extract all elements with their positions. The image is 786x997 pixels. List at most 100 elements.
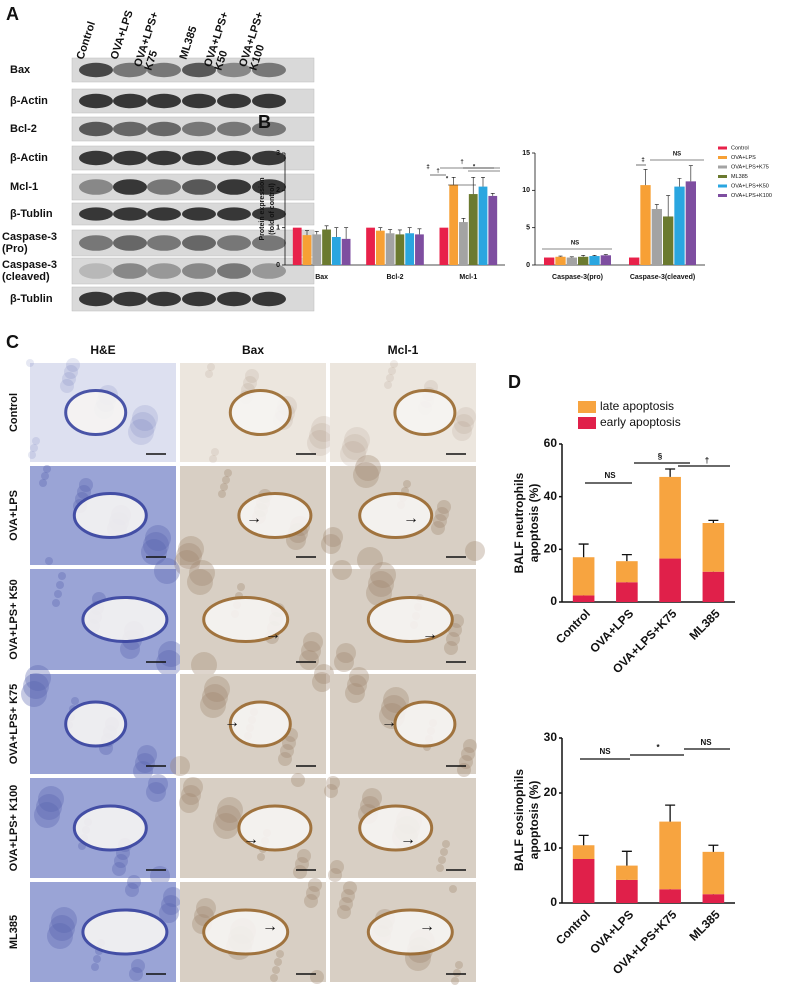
tissue-texture: [456, 407, 476, 427]
airway-lumen: [228, 700, 292, 748]
bar: [449, 184, 459, 265]
blot-row-label: β-Actin: [10, 152, 48, 164]
bar-segment: [659, 821, 681, 890]
tissue-texture: [323, 527, 343, 547]
x-tick-label: ML385: [686, 606, 723, 643]
significance-label: ‡: [426, 165, 429, 171]
airway-lumen: [237, 804, 313, 852]
tissue-texture: [93, 955, 101, 963]
tissue-texture: [156, 650, 182, 676]
error-bar: [417, 228, 422, 235]
error-bar: [471, 176, 476, 195]
arrow: →: [403, 510, 419, 527]
tissue-texture: [303, 632, 323, 652]
y-tick-label: 2: [276, 187, 280, 194]
tissue-texture: [26, 359, 34, 367]
blot-band: [113, 121, 147, 137]
tissue-texture: [222, 476, 230, 484]
tissue-texture: [128, 419, 154, 445]
airway-lumen: [358, 804, 434, 852]
airway-lumen: [237, 492, 313, 539]
y-tick-label: 1: [276, 225, 280, 232]
tissue-texture: [390, 360, 398, 368]
tissue-texture: [341, 889, 355, 903]
tissue-texture: [49, 915, 75, 941]
tissue-texture: [299, 650, 319, 670]
tissue-texture: [321, 534, 341, 554]
blot-band: [113, 235, 147, 251]
column-heading: Bax: [242, 343, 264, 357]
blot-band: [217, 235, 251, 251]
bar: [459, 222, 468, 265]
bar-segment: [572, 557, 595, 596]
bar-segment: [659, 558, 681, 602]
blot-band: [182, 93, 216, 109]
tissue-texture: [326, 776, 340, 790]
legend-label: OVA+LPS+K50: [731, 183, 769, 189]
tissue-texture: [38, 786, 64, 812]
tissue-texture: [176, 543, 202, 569]
arrow: →: [246, 510, 262, 527]
airway-lumen: [393, 700, 457, 748]
tissue-texture: [79, 478, 93, 492]
error-bar: [490, 193, 495, 196]
tissue-texture: [211, 448, 219, 456]
row-label: OVA+LPS+ K100: [8, 785, 20, 872]
tissue-texture: [161, 895, 181, 915]
tissue-texture: [34, 802, 60, 828]
tissue-texture: [209, 455, 217, 463]
tissue-texture: [245, 369, 259, 383]
tissue-texture: [330, 860, 344, 874]
tissue-texture: [452, 421, 472, 441]
error-bar: [334, 227, 339, 237]
significance-label: NS: [599, 747, 611, 756]
bar: [395, 234, 405, 265]
blot-band: [147, 207, 181, 221]
tissue-texture: [200, 692, 226, 718]
error-bar: [314, 231, 319, 235]
airway-lumen: [64, 700, 128, 748]
blot-band: [147, 263, 181, 279]
legend-label: late apoptosis: [600, 399, 674, 413]
significance-label: NS: [673, 152, 681, 158]
tissue-texture: [21, 681, 47, 707]
blot-band: [79, 150, 113, 166]
y-axis-label: BALF eosinophils: [512, 769, 526, 871]
bar: [651, 209, 662, 265]
airway-lumen: [202, 908, 290, 956]
error-bar: [451, 176, 456, 185]
tissue-texture: [337, 905, 351, 919]
tissue-texture: [159, 903, 179, 923]
error-bar: [407, 227, 412, 234]
y-axis-label: apoptosis (%): [527, 781, 541, 860]
bar: [544, 257, 555, 265]
blot-band: [252, 291, 286, 307]
tissue-texture: [334, 652, 354, 672]
tissue-texture: [362, 788, 382, 808]
blot-band: [147, 93, 181, 109]
bar: [292, 227, 302, 265]
error-bar: [578, 543, 589, 558]
tissue-texture: [183, 777, 203, 797]
bar: [375, 230, 385, 265]
error-bar: [305, 230, 309, 236]
tissue-texture: [463, 739, 477, 753]
legend-swatch: [578, 417, 596, 429]
tissue-texture: [403, 480, 411, 488]
error-bar: [665, 804, 676, 822]
tissue-texture: [28, 451, 36, 459]
panel-label: C: [6, 332, 19, 352]
bar: [589, 256, 600, 265]
airway-lumen: [393, 389, 457, 436]
x-tick-label: ML385: [686, 907, 723, 944]
error-bar: [397, 229, 402, 235]
tissue-texture: [56, 581, 64, 589]
blot-band: [217, 93, 251, 109]
significance-label: ‡: [641, 158, 644, 164]
tissue-texture: [274, 958, 282, 966]
blot-band: [182, 263, 216, 279]
tissue-texture: [170, 756, 190, 776]
legend-swatch: [718, 194, 727, 197]
tissue-texture: [178, 536, 204, 562]
